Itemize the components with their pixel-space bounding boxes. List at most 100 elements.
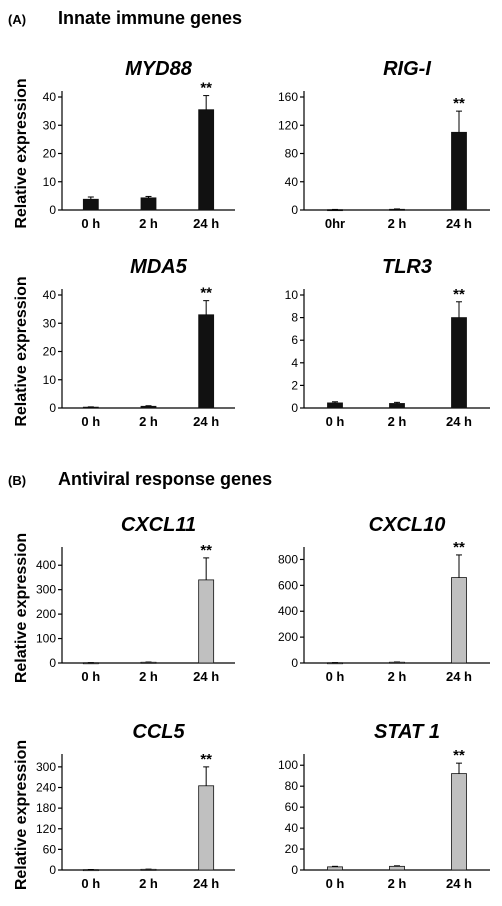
chart-0: MYD88 Relative expression 0 10 20 30 40 0 h 2 h *… (13, 58, 235, 231)
y-tick-label: 300 (36, 583, 56, 597)
y-tick-label: 0 (49, 863, 56, 877)
y-tick-label: 600 (278, 578, 298, 592)
bar (198, 109, 215, 211)
y-tick-label: 40 (285, 175, 299, 189)
y-tick-label: 180 (36, 801, 56, 815)
y-tick-label: 100 (36, 632, 56, 646)
y-tick-label: 40 (285, 821, 299, 835)
chart-title: RIG-I (383, 58, 431, 80)
chart-7: STAT 1 0 20 40 60 80 100 0 h 2 h ** 24 h (278, 721, 490, 891)
y-tick-label: 300 (36, 760, 56, 774)
y-tick-label: 400 (36, 558, 56, 572)
bar (389, 865, 405, 871)
significance-marker: ** (453, 95, 465, 112)
significance-marker: ** (200, 285, 212, 302)
y-tick-label: 0 (291, 401, 298, 415)
x-tick-label: 2 h (139, 876, 158, 891)
section-a-label: (A) (8, 12, 27, 27)
y-tick-label: 6 (291, 333, 298, 347)
bar (451, 577, 467, 664)
y-tick-label: 400 (278, 604, 298, 618)
bar (140, 405, 157, 409)
bar (327, 402, 343, 409)
y-tick-label: 40 (43, 288, 57, 302)
chart-4: CXCL11 Relative expression 0 100 200 300 400 0 … (13, 514, 235, 684)
chart-5: CXCL10 0 200 400 600 800 0 h 2 h ** 24 h (278, 514, 490, 684)
x-tick-label: 2 h (388, 216, 407, 231)
bar (389, 403, 405, 409)
x-tick-label: 2 h (139, 669, 158, 684)
x-tick-label: 24 h (446, 414, 472, 429)
y-tick-label: 40 (43, 90, 57, 104)
chart-title: MDA5 (130, 256, 188, 278)
x-tick-label: 24 h (193, 876, 219, 891)
x-tick-label: 24 h (446, 216, 472, 231)
x-tick-label: 2 h (139, 216, 158, 231)
y-tick-label: 8 (291, 311, 298, 325)
y-tick-label: 200 (278, 630, 298, 644)
x-tick-label: 2 h (139, 414, 158, 429)
bar (82, 198, 99, 211)
bar (198, 579, 215, 664)
y-axis-label: Relative expression (13, 533, 30, 683)
chart-2: MDA5 Relative expression 0 10 20 30 40 0 h 2 h **… (13, 256, 235, 429)
x-tick-label: 24 h (193, 669, 219, 684)
x-tick-label: 24 h (193, 216, 219, 231)
bar (198, 785, 215, 871)
x-tick-label: 2 h (388, 876, 407, 891)
x-tick-label: 24 h (446, 876, 472, 891)
bar (451, 773, 467, 871)
chart-title: CXCL10 (369, 514, 446, 536)
y-tick-label: 120 (278, 118, 298, 132)
chart-6: CCL5 Relative expression 0 60 120 180 240 300 0 … (13, 721, 235, 891)
y-tick-label: 0 (49, 203, 56, 217)
y-tick-label: 120 (36, 822, 56, 836)
y-tick-label: 2 (291, 378, 298, 392)
y-tick-label: 80 (285, 779, 299, 793)
y-tick-label: 20 (43, 147, 57, 161)
y-tick-label: 0 (49, 401, 56, 415)
y-tick-label: 10 (285, 288, 299, 302)
bar (451, 131, 467, 211)
x-tick-label: 24 h (193, 414, 219, 429)
y-tick-label: 0 (291, 656, 298, 670)
y-tick-label: 10 (43, 373, 57, 387)
x-tick-label: 0 h (81, 876, 100, 891)
x-tick-label: 24 h (446, 669, 472, 684)
chart-title: TLR3 (382, 256, 432, 278)
x-tick-label: 0 h (326, 669, 345, 684)
x-tick-label: 0 h (81, 414, 100, 429)
y-tick-label: 30 (43, 118, 57, 132)
significance-marker: ** (453, 747, 465, 764)
bar (327, 866, 343, 871)
section-a-title: Innate immune genes (58, 8, 243, 28)
chart-title: CXCL11 (121, 514, 196, 536)
y-axis-label: Relative expression (13, 276, 30, 426)
x-tick-label: 0 h (81, 669, 100, 684)
chart-3: TLR3 0 2 4 6 8 10 0 h 2 h ** 24 h (285, 256, 490, 429)
bar (389, 208, 405, 211)
x-tick-label: 2 h (388, 669, 407, 684)
chart-title: MYD88 (125, 58, 193, 80)
chart-title: STAT 1 (374, 721, 440, 743)
x-tick-label: 0hr (325, 216, 345, 231)
y-tick-label: 0 (49, 656, 56, 670)
section-b-title: Antiviral response genes (58, 469, 273, 489)
significance-marker: ** (200, 80, 212, 97)
y-tick-label: 0 (291, 203, 298, 217)
significance-marker: ** (200, 542, 212, 559)
y-tick-label: 10 (43, 175, 57, 189)
y-tick-label: 0 (291, 863, 298, 877)
y-axis-label: Relative expression (13, 740, 30, 890)
y-tick-label: 30 (43, 316, 57, 330)
y-tick-label: 240 (36, 781, 56, 795)
section-b-label: (B) (8, 473, 27, 488)
y-tick-label: 4 (291, 356, 298, 370)
significance-marker: ** (200, 751, 212, 768)
significance-marker: ** (453, 286, 465, 303)
y-tick-label: 60 (43, 842, 57, 856)
chart-1: RIG-I 0 40 80 120 160 0hr 2 h ** 24 h (278, 58, 490, 231)
bar (140, 197, 157, 211)
